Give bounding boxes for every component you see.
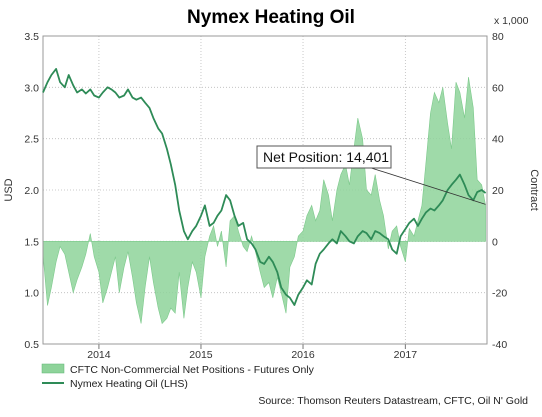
y2-tick-label: -40 [492,339,507,351]
annotation-box [256,145,392,169]
x-tick-label: 2015 [189,349,213,361]
y-tick-label: 1.0 [24,288,39,300]
line-heating-oil [42,68,487,306]
y-tick-label: 0.5 [24,339,39,351]
y2-unit-label: x 1,000 [494,15,529,27]
legend-swatch-area [41,363,65,374]
y-axis-label: USD [3,178,15,201]
area-layer [42,77,486,325]
x-tick-label: 2017 [394,349,418,361]
y-tick-label: 2.5 [24,134,39,146]
legend-label-heating-oil: Nymex Heating Oil (LHS) [70,378,188,390]
annotation-text: Net Position: 14,401 [263,149,389,165]
area-net-positions [42,77,486,325]
plot-border [42,35,488,345]
y2-tick-label: 60 [492,82,504,94]
y-tick-label: 3.5 [24,31,39,43]
legend-label-net-positions: CFTC Non-Commercial Net Positions - Futu… [70,364,315,376]
y2-tick-label: 20 [492,185,504,197]
y-tick-label: 1.5 [24,236,39,248]
plot-frame [42,35,488,345]
x-tick-labels: 2014 2015 2016 2017 [87,349,417,361]
y2-tick-label: 80 [492,31,504,43]
source-note: Source: Thomson Reuters Datastream, CFTC… [258,395,528,407]
annotation: Net Position: 14,401 [256,145,486,205]
x-tick-label: 2014 [87,349,111,361]
y2-axis-label: Contract [528,169,540,211]
line-layer [42,68,487,306]
chart-title: Nymex Heating Oil [187,7,355,28]
y-tick-label: 2.0 [24,185,39,197]
grid-layer [43,36,487,349]
y2-tick-label: 40 [492,134,504,146]
y-tick-label: 3.0 [24,82,39,94]
y2-tick-label: -20 [492,288,507,300]
y2-tick-label: 0 [492,236,498,248]
y2-tick-labels: -40 -20 0 20 40 60 80 [492,31,507,351]
annotation-leader-line [364,165,486,205]
legend: CFTC Non-Commercial Net Positions - Futu… [41,363,315,390]
x-tick-label: 2016 [291,349,315,361]
y-tick-labels: 0.5 1.0 1.5 2.0 2.5 3.0 3.5 [24,31,39,351]
